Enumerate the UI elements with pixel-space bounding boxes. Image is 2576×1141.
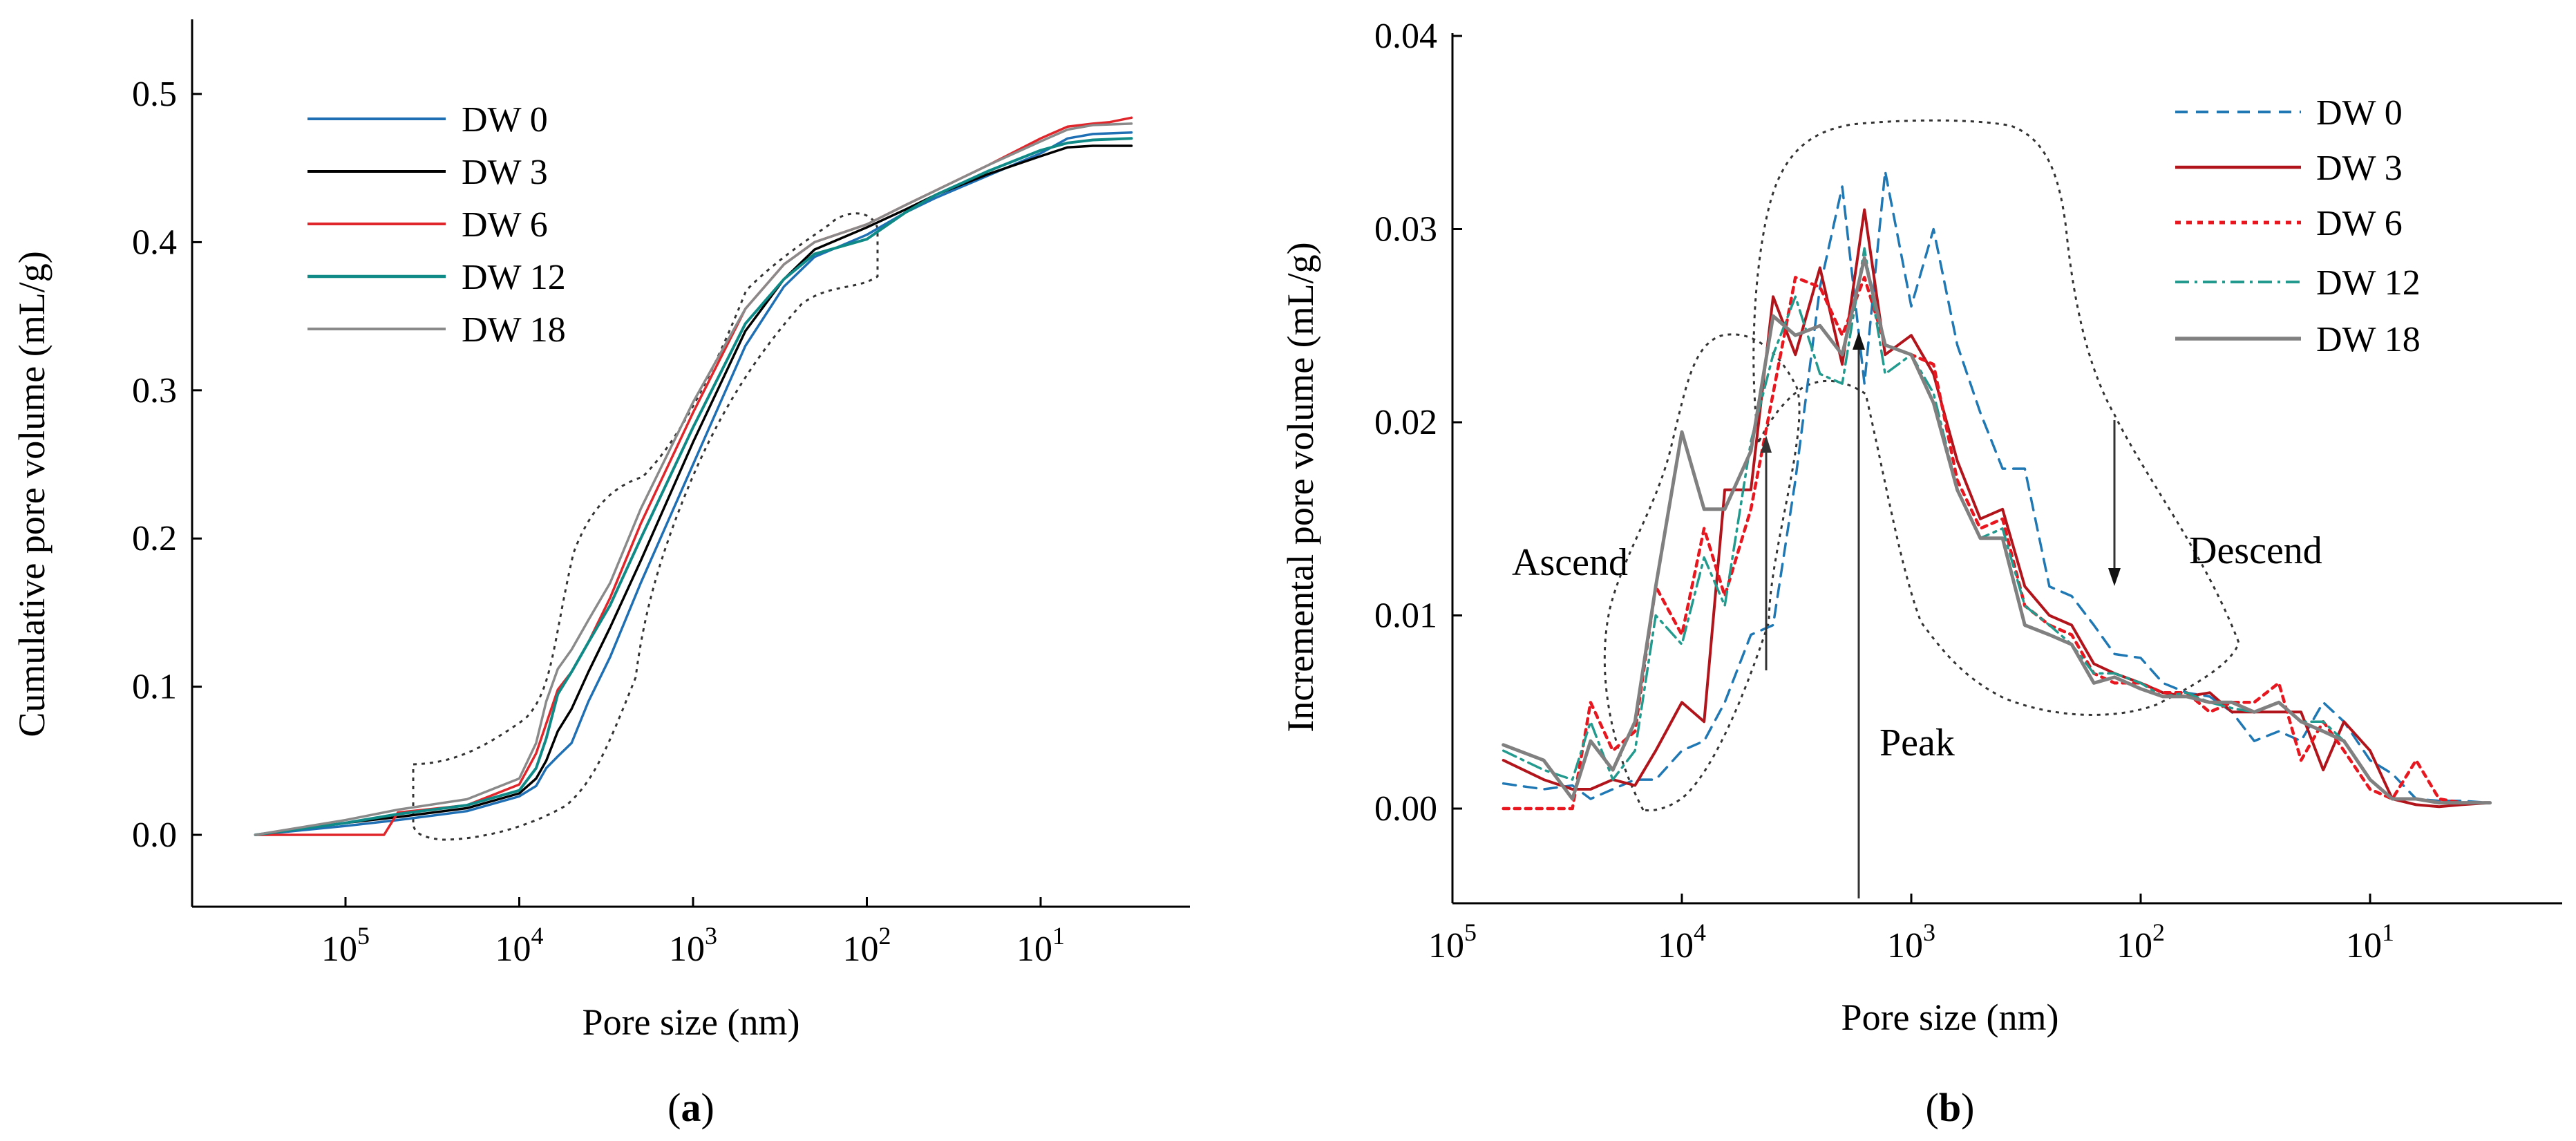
panel-b-x-ticks: 105 104 103 102 101: [1428, 894, 2394, 965]
legend-label-dw0: DW 0: [2316, 93, 2403, 133]
panel-a-x-label: Pore size (nm): [583, 1001, 800, 1043]
series-line-dw18: [254, 122, 1133, 836]
y-tick-label: 0.03: [1374, 210, 1437, 249]
series-line-dw0: [1502, 169, 2492, 804]
series-line-dw6: [254, 116, 1133, 836]
panel-a-x-ticks: 105 104 103 102 101: [321, 897, 1065, 969]
panel-b-y-ticks: 0.00 0.01 0.02 0.03 0.04: [1374, 17, 1462, 829]
series-line-dw12: [1502, 247, 2492, 804]
x-tick-label: 103: [1887, 918, 1935, 965]
panel-a-y-ticks: 0.0 0.1 0.2 0.3 0.4 0.5: [132, 75, 202, 855]
y-tick-label: 0.02: [1374, 403, 1437, 442]
y-tick-label: 0.00: [1374, 789, 1437, 829]
legend-label-dw3: DW 3: [462, 153, 548, 192]
annotation-ascend: Ascend: [1512, 541, 1628, 584]
legend-label-dw18: DW 18: [462, 310, 566, 350]
y-tick-label: 0.5: [132, 75, 177, 114]
panel-b-y-label: Incremental pore volume (mL/g): [1280, 242, 1321, 732]
peak-arrow: [1853, 332, 1865, 898]
panel-a-chart: 0.0 0.1 0.2 0.3 0.4 0.5 105 104 103 102 101 DW 0 …: [11, 19, 1190, 1130]
x-tick-label: 105: [321, 922, 370, 969]
y-tick-label: 0.3: [132, 371, 177, 411]
panel-b-label: (b): [1926, 1085, 1975, 1130]
panel-b-envelope-peak: [1752, 119, 2240, 716]
y-tick-label: 0.1: [132, 668, 177, 707]
series-line-dw0: [254, 131, 1133, 836]
legend-label-dw12: DW 12: [2316, 263, 2421, 303]
y-tick-label: 0.01: [1374, 596, 1437, 636]
x-tick-label: 105: [1428, 918, 1477, 965]
ascend-arrow: [1761, 435, 1772, 670]
legend-label-dw18: DW 18: [2316, 320, 2421, 359]
legend-label-dw0: DW 0: [462, 100, 548, 140]
x-tick-label: 102: [843, 922, 891, 969]
panel-a-legend: DW 0 DW 3 DW 6 DW 12 DW 18: [307, 100, 566, 350]
panel-b-legend: DW 0 DW 3 DW 6 DW 12 DW 18: [2175, 93, 2421, 359]
legend-label-dw6: DW 6: [2316, 204, 2403, 243]
panel-a-label: (a): [667, 1085, 714, 1130]
y-tick-label: 0.04: [1374, 17, 1437, 56]
x-tick-label: 102: [2116, 918, 2165, 965]
legend-label-dw12: DW 12: [462, 258, 566, 297]
y-tick-label: 0.4: [132, 223, 177, 262]
series-line-dw3: [1502, 208, 2492, 809]
x-tick-label: 101: [1016, 922, 1065, 969]
panel-a-series: [254, 116, 1133, 836]
x-tick-label: 104: [1658, 918, 1706, 965]
panel-b-chart: 0.00 0.01 0.02 0.03 0.04 105 104 103 102 101 Asc…: [1280, 17, 2562, 1130]
panel-b-series: [1502, 169, 2492, 811]
descend-arrow: [2108, 420, 2121, 586]
panel-b-envelope-ascend: [1603, 333, 1801, 812]
x-tick-label: 104: [495, 922, 544, 969]
legend-label-dw6: DW 6: [462, 205, 548, 245]
panel-a-y-label: Cumulative pore volume (mL/g): [11, 251, 53, 737]
legend-label-dw3: DW 3: [2316, 149, 2403, 188]
x-tick-label: 103: [669, 922, 717, 969]
annotation-descend: Descend: [2189, 529, 2322, 572]
series-line-dw3: [254, 144, 1133, 836]
annotation-peak: Peak: [1879, 722, 1955, 764]
panel-b-x-label: Pore size (nm): [1841, 997, 2059, 1038]
series-line-dw18: [1502, 256, 2492, 805]
x-tick-label: 101: [2346, 918, 2394, 965]
y-tick-label: 0.2: [132, 519, 177, 558]
series-line-dw12: [254, 137, 1133, 836]
y-tick-label: 0.0: [132, 815, 177, 855]
